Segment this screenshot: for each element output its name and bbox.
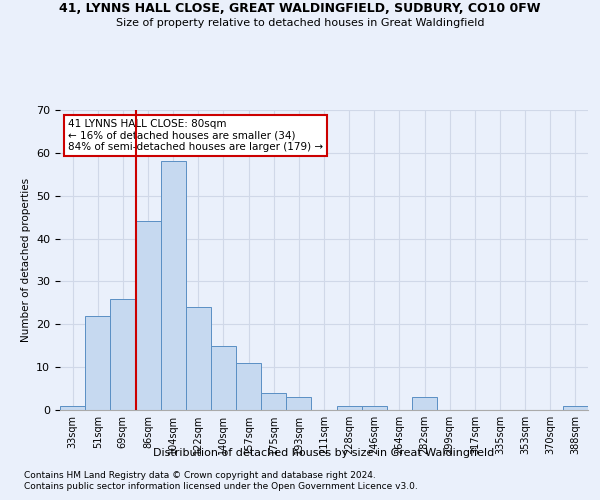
Text: Contains HM Land Registry data © Crown copyright and database right 2024.: Contains HM Land Registry data © Crown c…: [24, 471, 376, 480]
Bar: [186, 307, 211, 410]
Text: 41, LYNNS HALL CLOSE, GREAT WALDINGFIELD, SUDBURY, CO10 0FW: 41, LYNNS HALL CLOSE, GREAT WALDINGFIELD…: [59, 2, 541, 16]
Bar: [563, 406, 588, 410]
Bar: [161, 162, 186, 410]
Bar: [337, 406, 362, 410]
Bar: [60, 406, 85, 410]
Y-axis label: Number of detached properties: Number of detached properties: [20, 178, 31, 342]
Bar: [136, 222, 161, 410]
Text: 41 LYNNS HALL CLOSE: 80sqm
← 16% of detached houses are smaller (34)
84% of semi: 41 LYNNS HALL CLOSE: 80sqm ← 16% of deta…: [68, 119, 323, 152]
Text: Contains public sector information licensed under the Open Government Licence v3: Contains public sector information licen…: [24, 482, 418, 491]
Bar: [110, 298, 136, 410]
Bar: [211, 346, 236, 410]
Text: Distribution of detached houses by size in Great Waldingfield: Distribution of detached houses by size …: [154, 448, 494, 458]
Text: Size of property relative to detached houses in Great Waldingfield: Size of property relative to detached ho…: [116, 18, 484, 28]
Bar: [236, 363, 261, 410]
Bar: [261, 393, 286, 410]
Bar: [362, 406, 387, 410]
Bar: [412, 397, 437, 410]
Bar: [85, 316, 110, 410]
Bar: [286, 397, 311, 410]
